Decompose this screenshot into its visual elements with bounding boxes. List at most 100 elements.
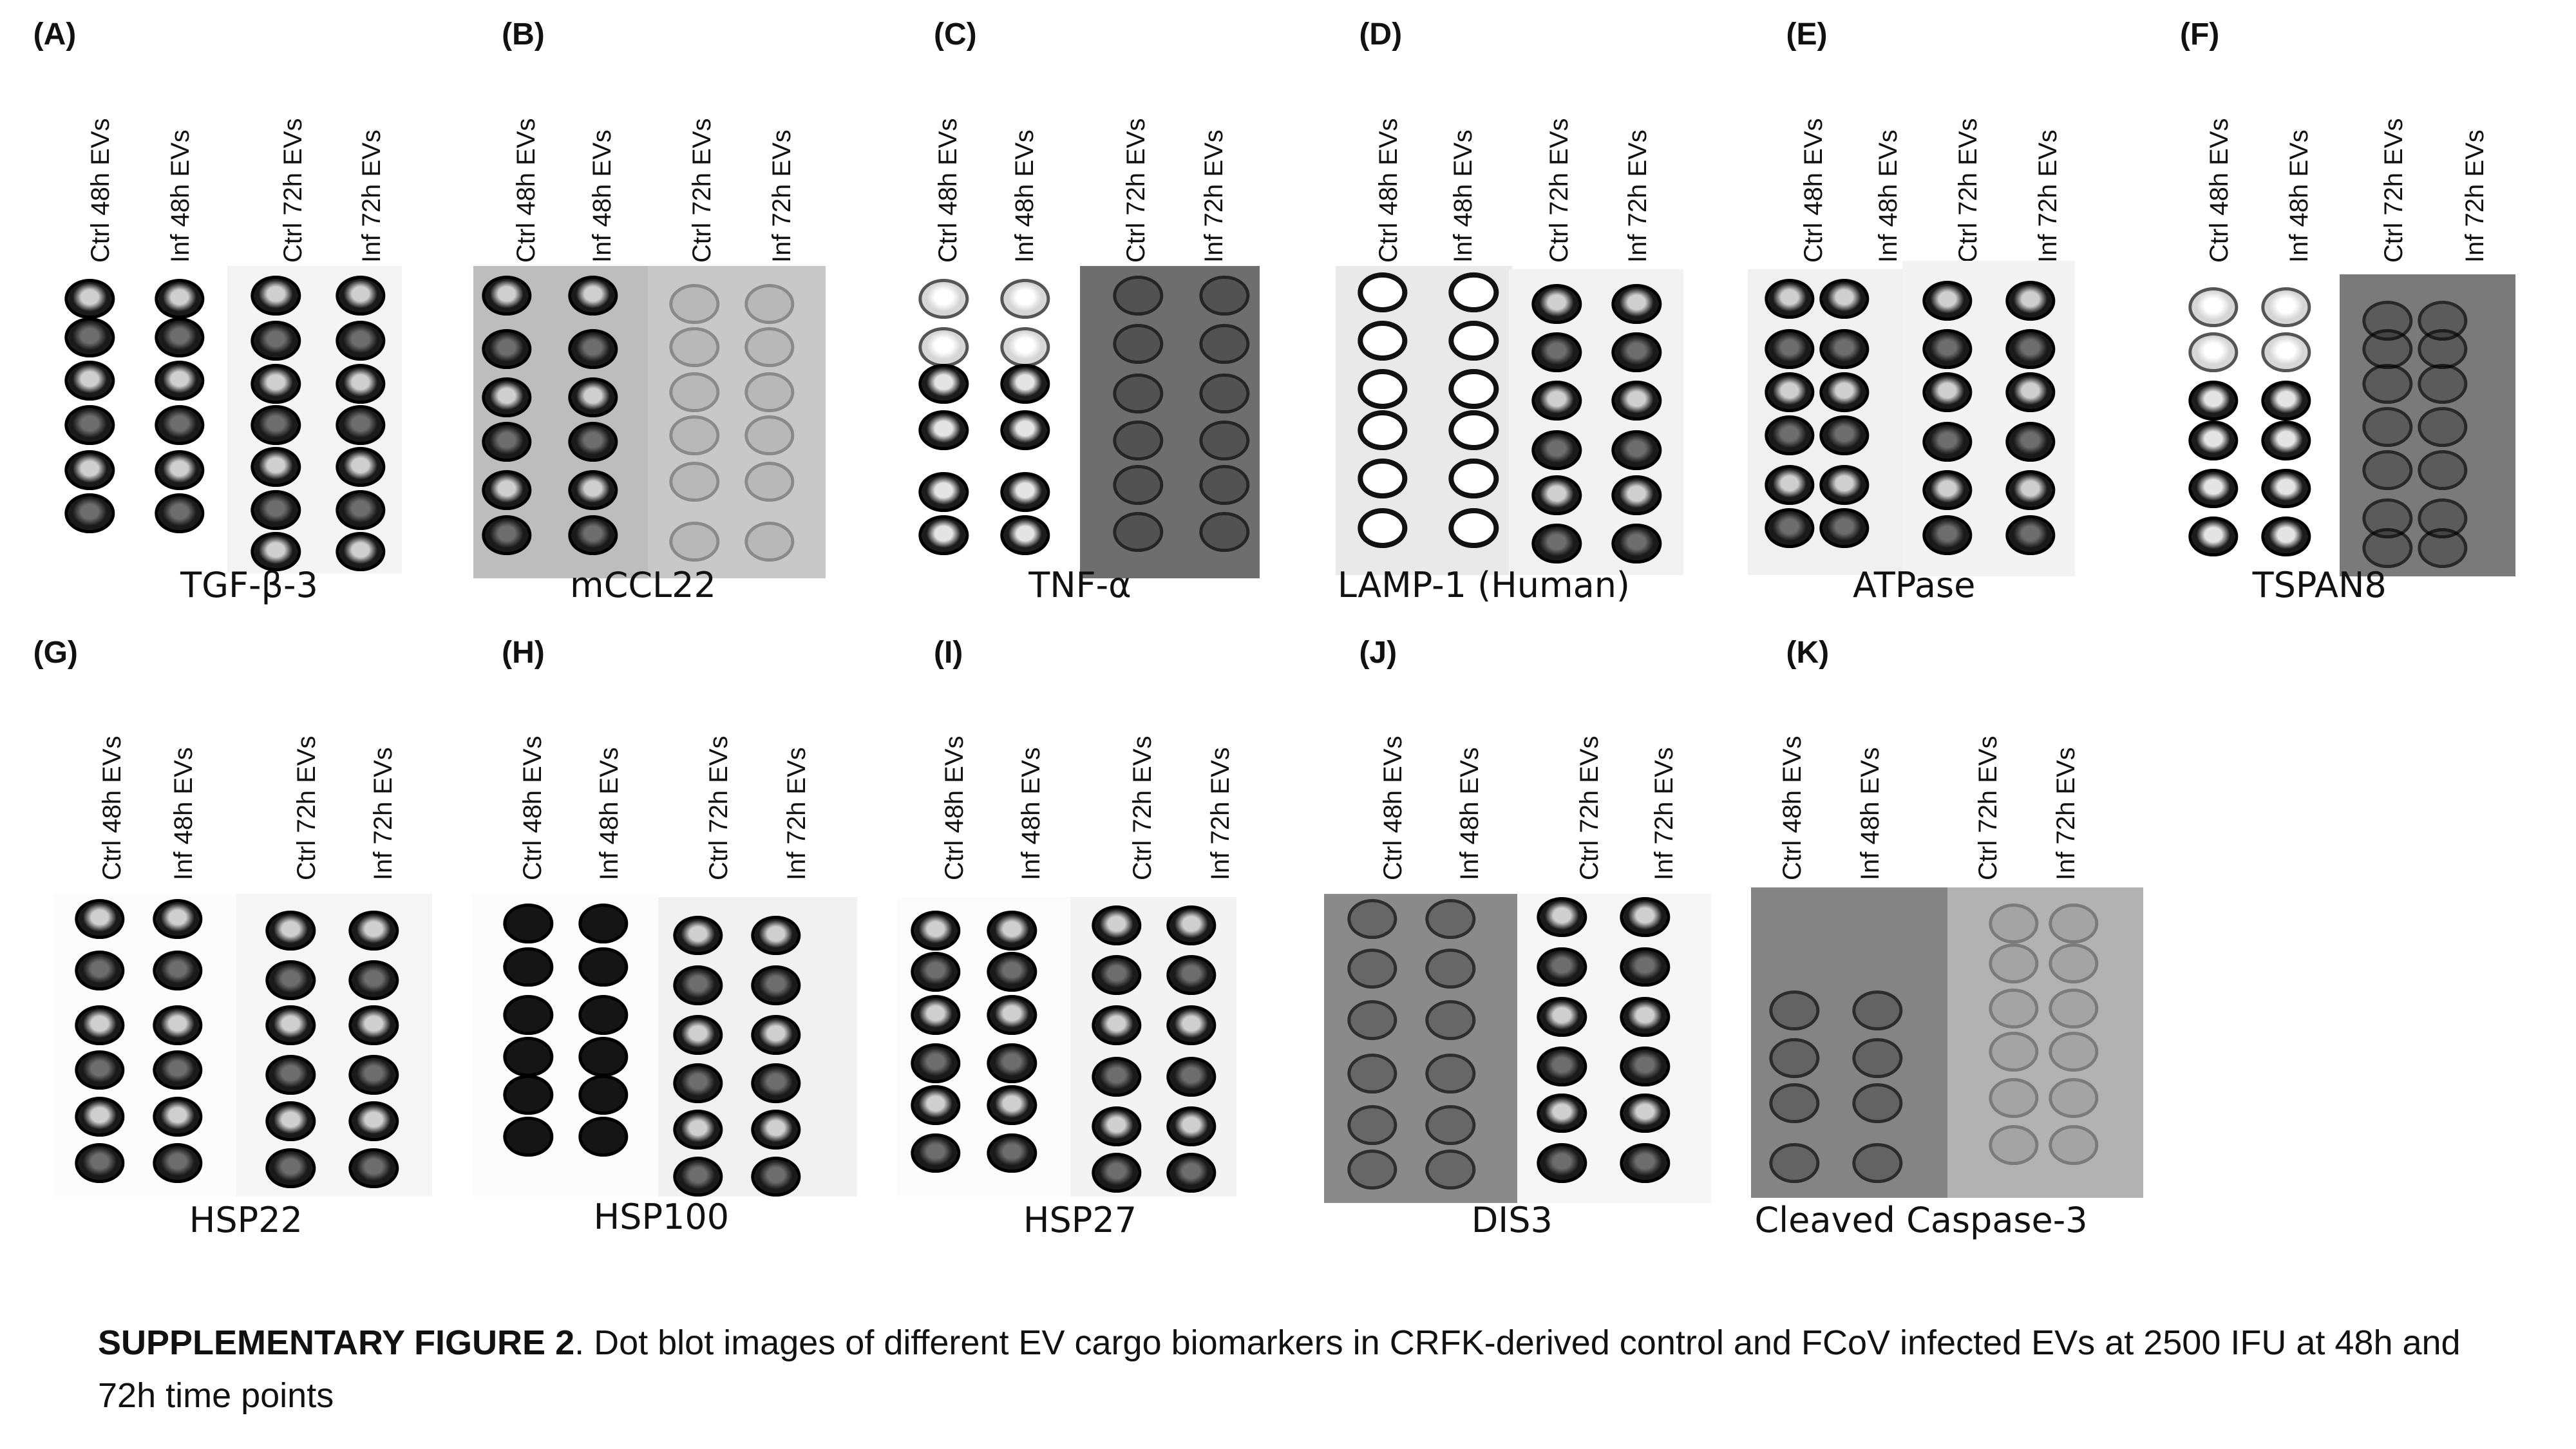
lane-label: Inf 48h EVs xyxy=(1455,747,1484,881)
blot-dot xyxy=(987,910,1037,951)
lane-label: Ctrl 48h EVs xyxy=(940,735,969,881)
blot-dot xyxy=(154,493,205,534)
lane-label: Ctrl 72h EVs xyxy=(1974,735,2003,881)
blot-dot xyxy=(1092,905,1142,945)
blot-dot xyxy=(2005,372,2056,412)
blot-dot xyxy=(1425,1000,1476,1041)
blot-dot xyxy=(672,965,723,1005)
blot-dot xyxy=(482,515,532,555)
blot-dot xyxy=(64,360,115,401)
blot-dot xyxy=(1166,905,1217,945)
blot-dot xyxy=(154,360,205,401)
blot-dot xyxy=(265,1101,316,1142)
blot-dot xyxy=(2362,328,2413,369)
lane-label: Ctrl 72h EVs xyxy=(1121,118,1150,263)
blot-dot xyxy=(1620,1046,1670,1087)
lane-label: Ctrl 48h EVs xyxy=(933,118,962,263)
blot-dot xyxy=(1448,368,1499,409)
blot-dot xyxy=(910,910,961,951)
lane-label: Inf 72h EVs xyxy=(1206,747,1235,881)
blot-dot xyxy=(1819,465,1870,506)
blot-membrane xyxy=(648,265,826,578)
blot-dot xyxy=(1425,1150,1476,1190)
lane-label: Ctrl 48h EVs xyxy=(1379,735,1408,881)
blot-dot xyxy=(2005,470,2056,511)
blot-dot xyxy=(1092,1153,1142,1193)
blot-dot xyxy=(910,995,961,1036)
blot-membrane xyxy=(1080,265,1260,578)
blot-dot xyxy=(1448,410,1499,451)
blot-dot xyxy=(910,1043,961,1084)
blot-dot xyxy=(336,320,386,361)
blot-dot xyxy=(1425,1104,1476,1145)
blot-dot xyxy=(482,328,532,369)
blot-dot xyxy=(153,950,203,990)
blot-dot xyxy=(1166,1005,1217,1045)
blot-dot xyxy=(1448,508,1499,549)
lane-label: Inf 48h EVs xyxy=(588,129,617,263)
blot-dot xyxy=(1611,332,1662,372)
blot-dot xyxy=(153,1050,203,1090)
panel-letter: (B) xyxy=(502,17,545,52)
blot-dot xyxy=(503,1036,554,1077)
blot-dot xyxy=(1199,511,1250,552)
blot-dot xyxy=(1000,327,1050,368)
blot-dot xyxy=(2417,407,2468,447)
blot-dot xyxy=(1000,279,1050,319)
blot-dot xyxy=(987,952,1037,992)
blot-dot xyxy=(1852,1143,1903,1183)
blot-dot xyxy=(1611,475,1662,515)
lane-label: Ctrl 48h EVs xyxy=(518,735,547,881)
blot-dot xyxy=(744,415,795,455)
blot-dot xyxy=(1989,1032,2039,1072)
lane-label: Ctrl 48h EVs xyxy=(98,735,127,881)
blot-dot xyxy=(669,462,720,502)
blot-dot xyxy=(1166,1106,1217,1147)
blot-dot xyxy=(1113,420,1163,460)
blot-dot xyxy=(751,1110,801,1150)
blot-dot xyxy=(1537,1093,1587,1133)
blot-dot xyxy=(265,910,316,951)
blot-dot xyxy=(336,490,386,530)
blot-dot xyxy=(744,284,795,325)
blot-dot xyxy=(1852,1083,1903,1124)
blot-dot xyxy=(1537,947,1587,987)
blot-dot xyxy=(336,531,386,572)
blot-dot xyxy=(1819,508,1870,549)
lane-label: Ctrl 72h EVs xyxy=(704,735,733,881)
blot-membrane xyxy=(227,265,402,574)
blot-dot xyxy=(348,1101,399,1142)
lane-label: Inf 72h EVs xyxy=(368,747,397,881)
blot-dot xyxy=(2049,1032,2099,1072)
blot-dot xyxy=(918,471,969,512)
marker-label: HSP27 xyxy=(1023,1199,1137,1240)
blot-dot xyxy=(672,915,723,956)
blot-dot xyxy=(1448,272,1499,313)
blot-dot xyxy=(1764,508,1815,549)
blot-dot xyxy=(987,995,1037,1036)
lane-label: Ctrl 48h EVs xyxy=(1374,118,1403,263)
blot-dot xyxy=(64,405,115,446)
blot-dot xyxy=(348,1055,399,1095)
blot-dot xyxy=(2261,420,2311,460)
blot-dot xyxy=(2049,904,2099,944)
blot-dot xyxy=(265,1005,316,1045)
blot-membrane xyxy=(1336,265,1512,575)
blot-dot xyxy=(1922,328,1973,369)
blot-dot xyxy=(2261,380,2311,421)
lane-label: Inf 48h EVs xyxy=(1855,747,1884,881)
blot-dot xyxy=(153,1096,203,1137)
blot-dot xyxy=(1113,324,1163,364)
blot-dot xyxy=(1113,465,1163,506)
blot-membrane xyxy=(1508,269,1683,575)
blot-dot xyxy=(2049,943,2099,984)
blot-dot xyxy=(251,320,301,361)
caption-text: . Dot blot images of different EV cargo … xyxy=(98,1323,2461,1415)
blot-dot xyxy=(2188,516,2239,557)
blot-dot xyxy=(669,522,720,562)
blot-dot xyxy=(672,1015,723,1056)
lane-label: Inf 72h EVs xyxy=(2033,129,2062,263)
blot-dot xyxy=(482,377,532,417)
blot-dot xyxy=(744,462,795,502)
blot-dot xyxy=(336,364,386,404)
